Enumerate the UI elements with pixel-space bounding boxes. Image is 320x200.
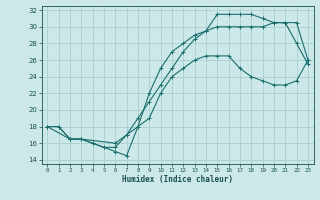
X-axis label: Humidex (Indice chaleur): Humidex (Indice chaleur) <box>122 175 233 184</box>
